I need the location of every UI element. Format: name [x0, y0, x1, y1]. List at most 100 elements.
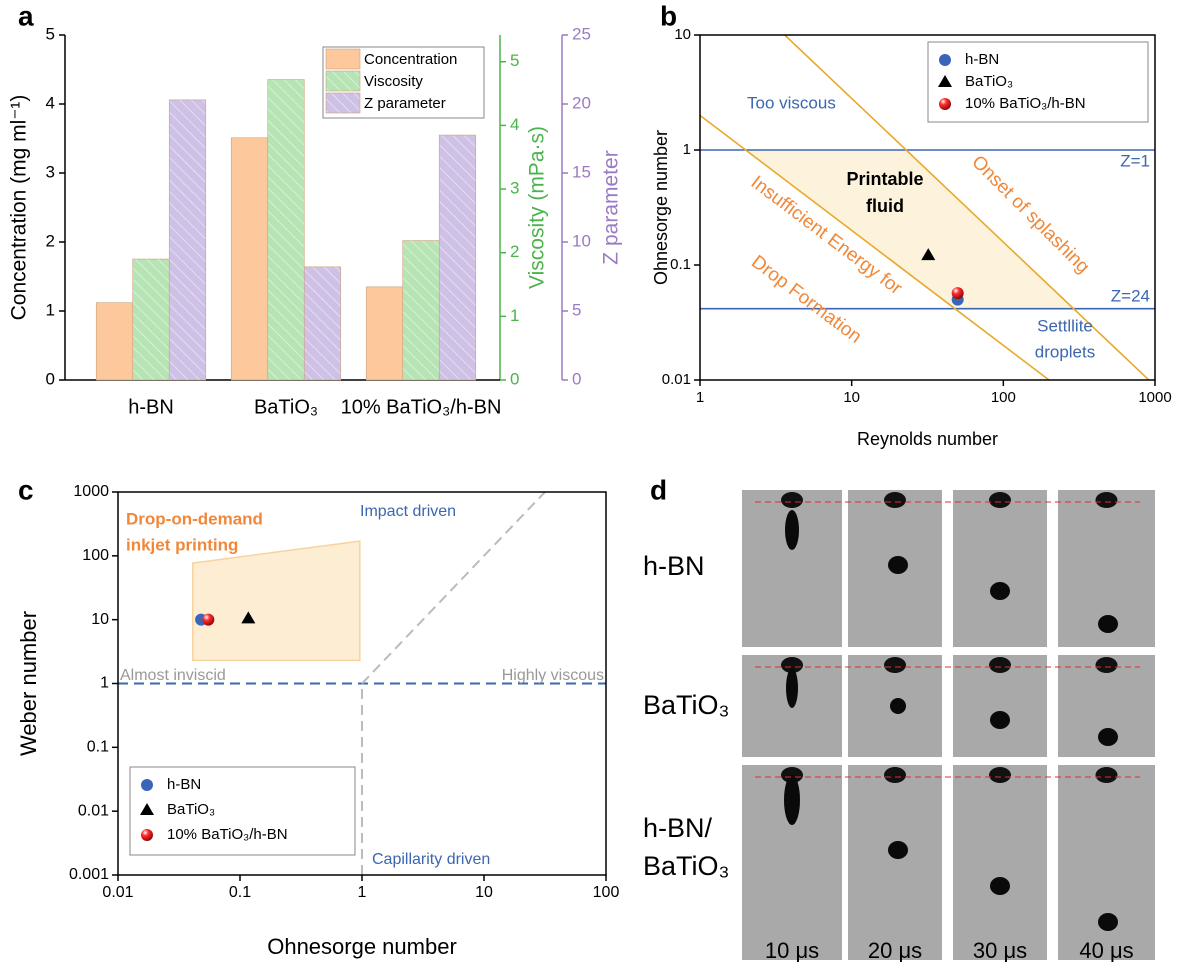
legend-label: 10% BaTiO₃/h-BN	[167, 826, 288, 843]
droplet	[888, 841, 908, 859]
bar	[438, 134, 477, 381]
x-tick-label: 10	[475, 884, 493, 901]
droplet	[785, 510, 799, 550]
printable-region	[745, 150, 1074, 309]
point	[241, 611, 256, 624]
x-tick-label: 1	[358, 884, 367, 901]
legend-label: Concentration	[364, 51, 457, 68]
y3-axis-label: Z parameter	[600, 150, 623, 264]
row-label: BaTiO₃	[643, 851, 730, 881]
droplet	[786, 668, 798, 708]
y-tick-label: 0.1	[670, 256, 691, 273]
nozzle	[884, 767, 906, 783]
nozzle	[884, 657, 906, 673]
panel-letter: b	[660, 0, 677, 31]
nozzle	[884, 492, 906, 508]
nozzle	[989, 767, 1011, 783]
x-axis-label: Reynolds number	[857, 429, 998, 449]
reference-line	[361, 492, 546, 685]
legend-marker	[141, 779, 153, 791]
legend-box	[129, 766, 356, 856]
legend-marker	[939, 54, 951, 66]
droplet	[1098, 615, 1118, 633]
y3-tick-label: 10	[572, 231, 591, 250]
nozzle	[989, 492, 1011, 508]
legend-swatch	[325, 70, 361, 92]
nozzle	[781, 492, 803, 508]
legend-label: h-BN	[965, 51, 999, 68]
legend-label: h-BN	[167, 776, 201, 793]
bar	[402, 240, 440, 381]
legend-label: Z parameter	[364, 95, 446, 112]
row-label: h-BN/	[643, 813, 713, 843]
annotation: Almost inviscid	[120, 667, 226, 684]
reference-line	[700, 114, 1050, 380]
annotation: Printable	[846, 169, 923, 189]
nozzle	[1095, 657, 1118, 673]
legend-swatch	[325, 48, 361, 70]
bar	[303, 266, 342, 381]
point	[202, 613, 215, 626]
y-tick-label: 100	[82, 547, 109, 564]
photo-cell	[848, 765, 942, 960]
bar	[132, 258, 170, 381]
annotation: Z=1	[1120, 151, 1150, 170]
annotation: Highly viscous	[502, 667, 604, 684]
y-tick-label: 0.001	[69, 866, 109, 883]
reference-line	[784, 35, 1151, 380]
plot-frame	[699, 34, 1156, 381]
y-tick-label: 2	[46, 231, 55, 250]
droplet	[990, 582, 1010, 600]
y3-tick-label: 0	[572, 369, 581, 388]
bar	[168, 99, 207, 381]
x-axis-label: Ohnesorge number	[267, 934, 457, 959]
photo-cell	[953, 765, 1047, 960]
legend-label: BaTiO₃	[167, 801, 215, 818]
legend-marker	[938, 75, 952, 87]
column-label: 10 μs	[765, 938, 819, 963]
column-label: 20 μs	[868, 938, 922, 963]
y-tick-label: 0	[46, 369, 55, 388]
droplet	[888, 556, 908, 574]
bar	[230, 137, 269, 381]
photo-cell	[953, 490, 1047, 647]
column-label: 40 μs	[1079, 938, 1133, 963]
legend-box	[927, 41, 1149, 123]
x-tick-label: h-BN	[128, 396, 174, 418]
y-tick-label: 10	[91, 611, 109, 628]
droplet	[1098, 728, 1118, 746]
annotation: Impact driven	[360, 503, 456, 520]
y-tick-label: 0.01	[662, 371, 691, 388]
legend-marker	[140, 803, 154, 815]
droplet	[1098, 913, 1118, 931]
x-tick-label: 0.01	[102, 884, 133, 901]
droplet	[784, 775, 800, 825]
point	[921, 248, 936, 261]
y3-tick-label: 20	[572, 93, 591, 112]
y2-tick-label: 4	[510, 115, 519, 134]
y-tick-label: 1	[46, 300, 55, 319]
y2-tick-label: 1	[510, 306, 519, 325]
y3-tick-label: 25	[572, 24, 591, 43]
row-label: h-BN	[643, 551, 705, 581]
y3-tick-label: 5	[572, 300, 581, 319]
droplet	[990, 877, 1010, 895]
bar	[365, 286, 404, 381]
bar	[267, 79, 305, 381]
droplet	[890, 698, 906, 714]
x-tick-label: 1000	[1138, 389, 1171, 406]
nozzle	[989, 657, 1011, 673]
annotation: Z=24	[1111, 286, 1150, 305]
nozzle	[1095, 767, 1118, 783]
annotation: Settllite	[1037, 316, 1093, 335]
bar	[95, 302, 134, 381]
annotation: Capillarity driven	[372, 851, 490, 868]
panel-letter: d	[650, 474, 667, 505]
legend-marker	[141, 829, 153, 841]
y-axis-label: Ohnesorge number	[651, 130, 671, 285]
x-tick-label: BaTiO₃	[254, 396, 318, 418]
row-label: BaTiO₃	[643, 690, 730, 720]
x-tick-label: 10	[843, 389, 860, 406]
x-tick-label: 0.1	[229, 884, 251, 901]
